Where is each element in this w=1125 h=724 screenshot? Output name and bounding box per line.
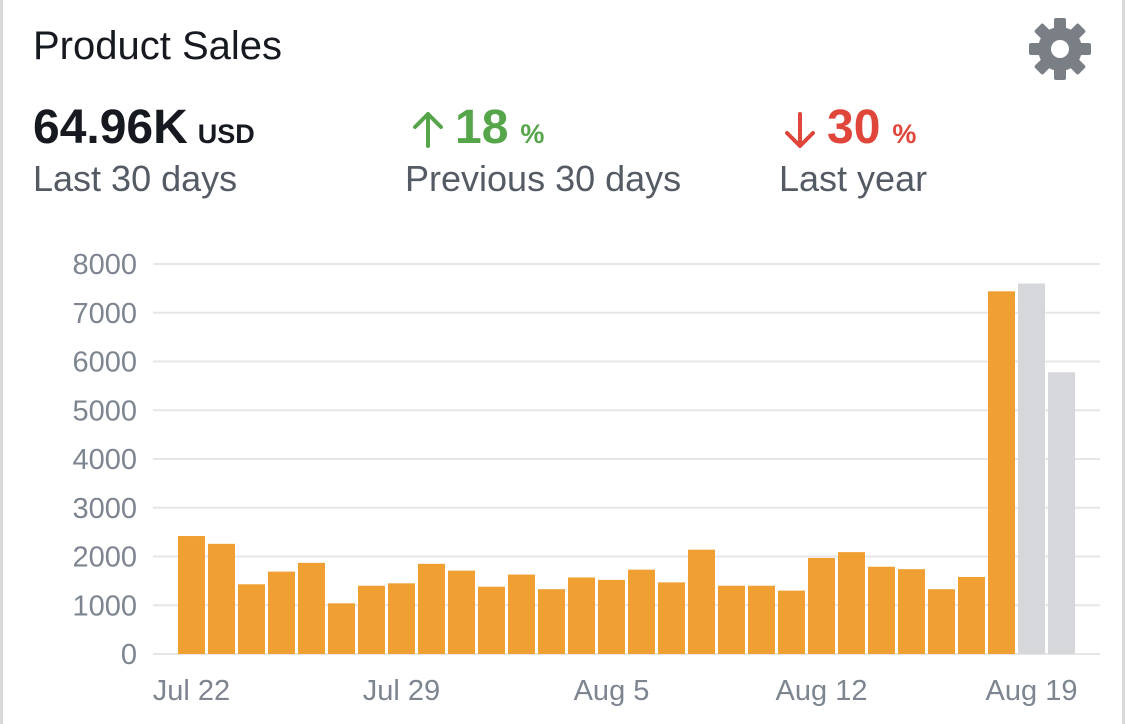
- bar-actual[interactable]: [358, 585, 385, 654]
- x-tick-label: Jul 22: [153, 675, 230, 707]
- y-tick-label: 1000: [72, 590, 137, 622]
- x-tick-label: Aug 12: [776, 675, 868, 707]
- arrow-up-icon: [413, 112, 443, 149]
- bar-actual[interactable]: [328, 603, 355, 654]
- metric-total-value: 64.96K: [33, 101, 188, 154]
- bar-actual[interactable]: [568, 577, 595, 654]
- bar-actual[interactable]: [448, 570, 475, 654]
- metric-last-year-unit: %: [892, 119, 917, 149]
- y-tick-label: 5000: [72, 395, 137, 427]
- x-tick-label: Aug 5: [574, 675, 650, 707]
- bar-actual[interactable]: [598, 579, 625, 654]
- bar-projected[interactable]: [1048, 372, 1075, 654]
- bar-actual[interactable]: [208, 543, 235, 654]
- metric-previous-unit: %: [520, 119, 545, 149]
- gear-icon[interactable]: [1027, 16, 1093, 82]
- metric-previous-label: Previous 30 days: [405, 158, 682, 199]
- chart-gridlines: [153, 263, 1100, 655]
- metric-last-year-value: 30: [827, 101, 881, 154]
- bar-projected[interactable]: [1018, 283, 1045, 655]
- bar-actual[interactable]: [658, 582, 685, 654]
- bar-actual[interactable]: [478, 586, 505, 654]
- metric-last-year-label: Last year: [779, 158, 928, 199]
- bar-actual[interactable]: [178, 536, 205, 654]
- bar-actual[interactable]: [718, 585, 745, 654]
- y-tick-label: 4000: [72, 444, 137, 476]
- bar-actual[interactable]: [418, 563, 445, 654]
- y-tick-label: 8000: [72, 249, 137, 281]
- metric-previous-period: 18%: [411, 100, 544, 155]
- y-tick-label: 3000: [72, 493, 137, 525]
- bar-actual[interactable]: [268, 571, 295, 654]
- x-axis-ticks: Jul 22 Jul 29 Aug 5 Aug 12 Aug 19: [153, 675, 1078, 707]
- chart-bars: [178, 283, 1075, 655]
- bar-actual[interactable]: [388, 583, 415, 654]
- bar-actual[interactable]: [628, 569, 655, 654]
- bar-actual[interactable]: [988, 291, 1015, 654]
- y-tick-label: 7000: [72, 298, 137, 330]
- card-title: Product Sales: [33, 24, 283, 68]
- bar-actual[interactable]: [778, 590, 805, 654]
- arrow-down-icon: [785, 112, 815, 149]
- x-tick-label: Jul 29: [363, 675, 440, 707]
- y-tick-label: 2000: [72, 542, 137, 574]
- bar-actual[interactable]: [928, 589, 955, 654]
- metric-previous-value: 18: [455, 101, 509, 154]
- bar-actual[interactable]: [958, 576, 985, 654]
- bar-actual[interactable]: [238, 584, 265, 654]
- bar-actual[interactable]: [688, 549, 715, 654]
- y-axis-ticks: 0 1000 2000 3000 4000 5000 6000 7000 8000: [72, 249, 137, 671]
- metric-last-year: 30%: [783, 100, 916, 155]
- bar-actual[interactable]: [808, 557, 835, 654]
- bar-actual[interactable]: [748, 585, 775, 654]
- metric-total-sales: 64.96K USD: [33, 100, 255, 155]
- bar-actual[interactable]: [838, 552, 865, 654]
- bar-actual[interactable]: [508, 574, 535, 654]
- x-tick-label: Aug 19: [986, 675, 1078, 707]
- bar-actual[interactable]: [298, 562, 325, 654]
- y-tick-label: 0: [121, 639, 137, 671]
- y-tick-label: 6000: [72, 347, 137, 379]
- bar-actual[interactable]: [538, 589, 565, 654]
- metric-total-label: Last 30 days: [33, 158, 238, 199]
- sales-bar-chart: 0 1000 2000 3000 4000 5000 6000 7000 8000 Jul 22…: [72, 249, 1100, 707]
- metric-total-unit: USD: [197, 119, 255, 149]
- bar-actual[interactable]: [868, 566, 895, 654]
- bar-actual[interactable]: [898, 569, 925, 654]
